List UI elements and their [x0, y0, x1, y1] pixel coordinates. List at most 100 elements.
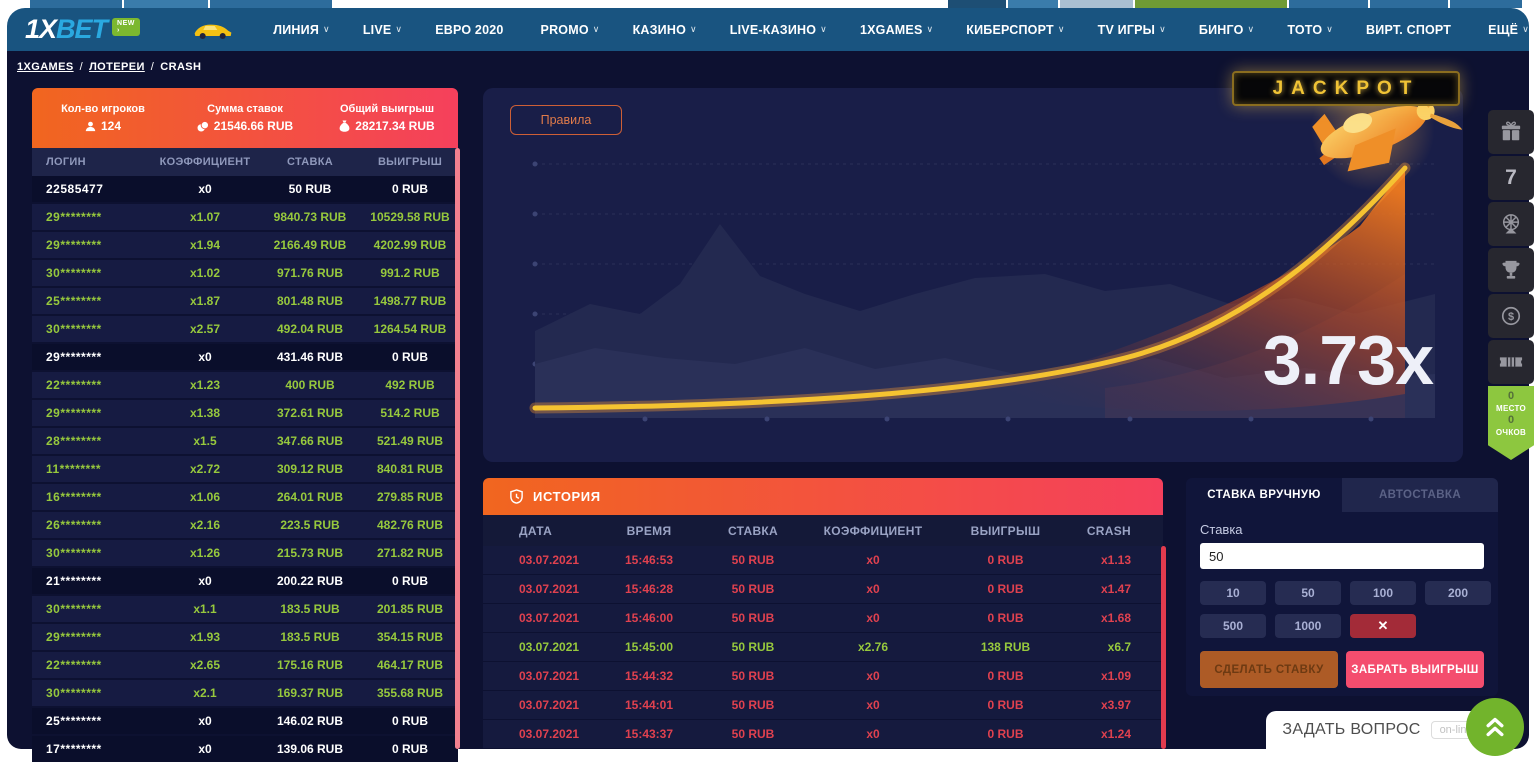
breadcrumb-lottery[interactable]: ЛОТЕРЕИ [89, 61, 145, 73]
player-win: 10529.58 RUB [370, 210, 450, 224]
trophy-icon [1502, 260, 1520, 279]
player-row: 17******** x0 139.06 RUB 0 RUB [32, 736, 458, 762]
player-win: 0 RUB [391, 714, 428, 728]
player-coef: x1.06 [189, 490, 221, 504]
history-win: 0 RUB [987, 669, 1024, 683]
place-bet-button[interactable]: СДЕЛАТЬ СТАВКУ [1200, 651, 1338, 688]
nav-menu-item[interactable]: TV ИГРЫ ∨ [1098, 23, 1166, 37]
nav-menu-item[interactable]: ЕВРО 2020 [435, 23, 507, 37]
player-win: 354.15 RUB [376, 630, 444, 644]
chip-button[interactable]: 10 [1200, 581, 1266, 605]
player-row: 30******** x2.1 169.37 RUB 355.68 RUB [32, 680, 458, 706]
fortune-wheel-button[interactable] [1488, 202, 1534, 246]
cashout-button[interactable]: ЗАБРАТЬ ВЫИГРЫШ [1346, 651, 1484, 688]
history-table-header: ДАТА ВРЕМЯ СТАВКА КОЭФФИЦИЕНТ ВЫИГРЫШ CR… [483, 515, 1163, 546]
player-win: 201.85 RUB [376, 602, 444, 616]
history-win: 0 RUB [987, 727, 1024, 741]
nav-menu-item[interactable]: PROMO ∨ [541, 23, 600, 37]
col-crash: CRASH [1086, 523, 1131, 538]
rank-points-label: ОЧКОВ [1495, 428, 1527, 437]
brand-logo[interactable]: 1XBET NEW › [25, 16, 140, 43]
tournament-button[interactable] [1488, 248, 1534, 292]
nav-menu-item[interactable]: КИБЕРСПОРТ ∨ [966, 23, 1064, 37]
player-stake: 200.22 RUB [276, 574, 344, 588]
nav-menu-item[interactable]: КАЗИНО ∨ [633, 23, 697, 37]
player-stake: 309.12 RUB [276, 462, 344, 476]
clear-stake-button[interactable]: ✕ [1350, 614, 1416, 638]
nav-menu-item[interactable]: ТОТО ∨ [1287, 23, 1333, 37]
lucky-seven-button[interactable]: 7 [1488, 156, 1534, 200]
history-scrollbar[interactable] [1161, 546, 1166, 749]
player-stake: 372.61 RUB [276, 406, 344, 420]
col-stake: СТАВКА [286, 156, 334, 168]
player-row: 29******** x1.94 2166.49 RUB 4202.99 RUB [32, 232, 458, 258]
player-stake: 50 RUB [288, 182, 332, 196]
player-win: 464.17 RUB [376, 658, 444, 672]
nav-menu-item[interactable]: LIVE ∨ [363, 23, 402, 37]
nav-menu-item[interactable]: БИНГО ∨ [1199, 23, 1254, 37]
chevron-down-icon: ∨ [323, 24, 330, 34]
player-coef: x1.94 [189, 238, 221, 252]
chevron-down-icon: ∨ [1326, 24, 1334, 34]
history-header: ИСТОРИЯ [483, 478, 1163, 515]
nav-menu-item[interactable]: ЕЩЁ ∨ [1488, 23, 1529, 37]
cashback-button[interactable]: $ [1488, 294, 1534, 338]
tickets-button[interactable] [1488, 340, 1534, 384]
history-stake: 50 RUB [731, 553, 775, 567]
chip-button[interactable]: 200 [1425, 581, 1491, 605]
player-login: 29******** [46, 210, 102, 224]
stake-label: Ставка [1200, 522, 1243, 537]
player-stake: 492.04 RUB [276, 322, 344, 336]
player-coef: x0 [198, 574, 212, 588]
bonus-gift-button[interactable] [1488, 110, 1534, 154]
history-time: 15:45:00 [624, 640, 674, 654]
player-login: 29******** [46, 630, 102, 644]
history-row: 03.07.2021 15:46:53 50 RUB x0 0 RUB x1.1… [483, 546, 1163, 574]
breadcrumb-1xgames[interactable]: 1XGAMES [17, 61, 74, 73]
player-row: 25******** x0 146.02 RUB 0 RUB [32, 708, 458, 734]
chip-button[interactable]: 500 [1200, 614, 1266, 638]
player-stake: 175.16 RUB [276, 658, 344, 672]
history-row: 03.07.2021 15:43:37 50 RUB x0 0 RUB x1.2… [483, 720, 1163, 748]
players-scrollbar[interactable] [455, 148, 460, 749]
history-stake: 50 RUB [731, 640, 775, 654]
player-coef: x1.02 [189, 266, 221, 280]
history-time: 15:46:53 [624, 553, 674, 567]
scroll-top-button[interactable] [1466, 698, 1524, 756]
chip-button[interactable]: 100 [1350, 581, 1416, 605]
nav-item-label: ЕЩЁ [1488, 22, 1519, 37]
stake-input[interactable] [1200, 543, 1484, 569]
nav-item-label: PROMO [540, 22, 589, 37]
history-win: 0 RUB [987, 582, 1024, 596]
col-time: ВРЕМЯ [626, 523, 672, 538]
player-coef: x1.93 [189, 630, 221, 644]
nav-menu-item[interactable]: ВИРТ. СПОРТ [1366, 23, 1455, 37]
player-win: 0 RUB [391, 574, 428, 588]
chevron-down-icon: ∨ [1522, 24, 1529, 34]
history-coef: x2.76 [857, 640, 889, 654]
history-time: 15:43:37 [624, 727, 674, 741]
chip-button[interactable]: 50 [1275, 581, 1341, 605]
tab-auto-bet[interactable]: АВТОСТАВКА [1342, 478, 1498, 512]
logo-bet: BET [56, 14, 108, 44]
stat-value: 28217.34 RUB [355, 119, 435, 133]
player-login: 16******** [46, 490, 102, 504]
history-row: 03.07.2021 15:45:00 50 RUB x2.76 138 RUB… [483, 633, 1163, 661]
history-table-body: 03.07.2021 15:46:53 50 RUB x0 0 RUB x1.1… [483, 546, 1163, 748]
history-stake: 50 RUB [731, 698, 775, 712]
tab-manual-bet[interactable]: СТАВКА ВРУЧНУЮ [1207, 489, 1321, 501]
round-stats: Кол-во игроков 124 Сумма ставок 21546.66… [32, 88, 458, 148]
nav-menu-item[interactable]: 1XGAMES ∨ [860, 23, 933, 37]
rank-badge[interactable]: 0 МЕСТО 0 ОЧКОВ [1488, 386, 1534, 460]
player-row: 28******** x1.5 347.66 RUB 521.49 RUB [32, 428, 458, 454]
player-login: 26******** [46, 518, 102, 532]
nav-menu-item[interactable]: LIVE-КАЗИНО ∨ [730, 23, 827, 37]
ask-question-widget[interactable]: ЗАДАТЬ ВОПРОС on-line [1266, 711, 1498, 749]
chevron-down-icon: ∨ [690, 24, 697, 34]
chip-button[interactable]: 1000 [1275, 614, 1341, 638]
nav-menu-item[interactable]: ЛИНИЯ ∨ [273, 23, 330, 37]
history-stake: 50 RUB [731, 582, 775, 596]
rules-button[interactable]: Правила [510, 105, 622, 135]
player-row: 22585477 x0 50 RUB 0 RUB [32, 176, 458, 202]
player-win: 521.49 RUB [376, 434, 444, 448]
